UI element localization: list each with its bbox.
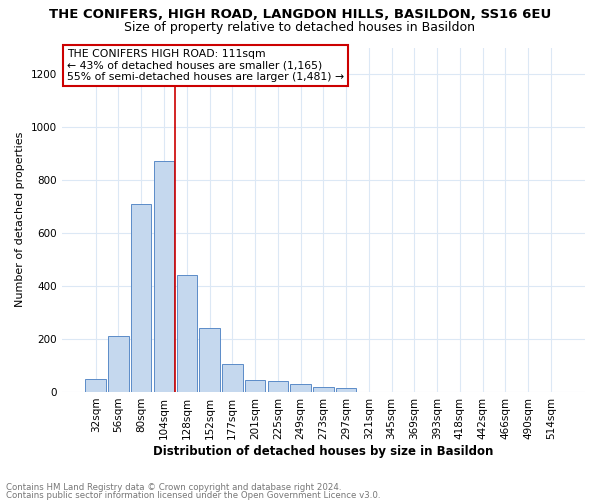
Bar (290, 384, 311, 392)
Bar (313, 386, 334, 392)
Text: THE CONIFERS, HIGH ROAD, LANGDON HILLS, BASILDON, SS16 6EU: THE CONIFERS, HIGH ROAD, LANGDON HILLS, … (49, 8, 551, 20)
Text: THE CONIFERS HIGH ROAD: 111sqm
← 43% of detached houses are smaller (1,165)
55% : THE CONIFERS HIGH ROAD: 111sqm ← 43% of … (67, 49, 344, 82)
Bar (131, 204, 151, 392)
Text: Contains HM Land Registry data © Crown copyright and database right 2024.: Contains HM Land Registry data © Crown c… (6, 484, 341, 492)
Bar (245, 380, 265, 392)
Bar (176, 276, 197, 392)
X-axis label: Distribution of detached houses by size in Basildon: Distribution of detached houses by size … (153, 444, 494, 458)
Bar (85, 378, 106, 392)
Y-axis label: Number of detached properties: Number of detached properties (15, 132, 25, 308)
Bar (222, 364, 242, 392)
Bar (108, 336, 129, 392)
Bar (336, 388, 356, 392)
Bar (199, 328, 220, 392)
Bar (154, 162, 174, 392)
Text: Contains public sector information licensed under the Open Government Licence v3: Contains public sector information licen… (6, 490, 380, 500)
Bar (268, 382, 288, 392)
Text: Size of property relative to detached houses in Basildon: Size of property relative to detached ho… (125, 21, 476, 34)
